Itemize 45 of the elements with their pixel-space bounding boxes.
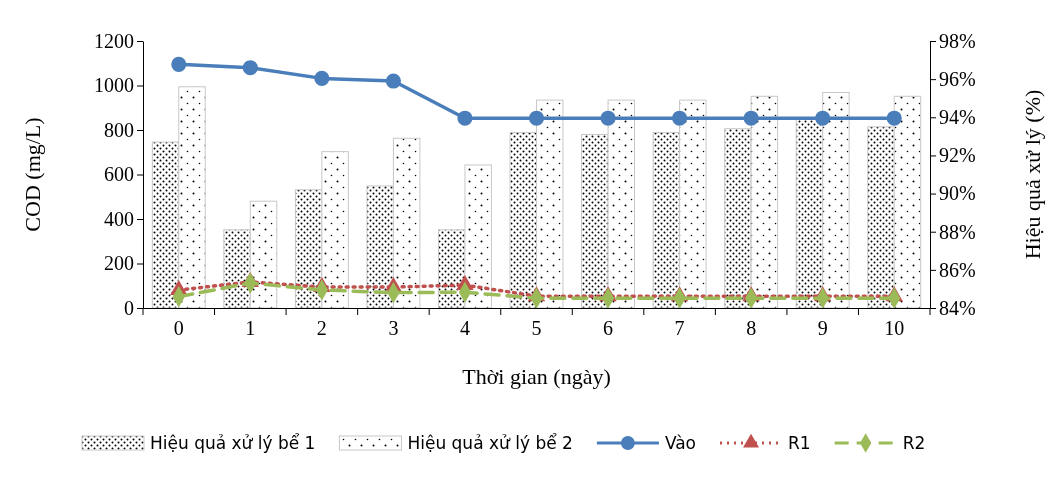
x-tick-label: 10 xyxy=(884,317,905,339)
legend-label: R1 xyxy=(788,433,811,453)
y-tick-label: 200 xyxy=(104,252,134,275)
point xyxy=(886,110,902,126)
point xyxy=(672,110,688,126)
legend-label: Hiệu quả xử lý bể 1 xyxy=(150,433,316,453)
y2-tick-label: 88% xyxy=(939,220,976,243)
x-tick-label: 6 xyxy=(603,317,614,339)
x-tick-label: 0 xyxy=(173,317,184,339)
x-tick-label: 1 xyxy=(245,317,256,339)
x-tick-label: 9 xyxy=(817,317,828,339)
point xyxy=(171,56,187,72)
y-axis-title: COD (mg/L) xyxy=(20,117,45,232)
x-tick-label: 8 xyxy=(746,317,757,339)
y-tick-label: 0 xyxy=(124,296,134,319)
y-tick-label: 800 xyxy=(104,118,134,141)
x-tick-label: 7 xyxy=(674,317,685,339)
y2-axis-title: Hiệu quả xử lý (%) xyxy=(1020,89,1045,260)
y-tick-label: 1200 xyxy=(94,29,134,52)
x-tick-label: 2 xyxy=(316,317,327,339)
x-axis-title: Thời gian (ngày) xyxy=(462,364,611,389)
y-tick-label: 600 xyxy=(104,163,134,186)
y2-tick-label: 86% xyxy=(939,258,976,281)
legend-label: Vào xyxy=(664,433,697,453)
point xyxy=(528,110,545,126)
legend-label: R2 xyxy=(902,433,926,453)
x-tick-label: 5 xyxy=(531,317,542,339)
y2-tick-label: 84% xyxy=(939,296,976,319)
x-tick-label: 3 xyxy=(388,317,399,339)
point xyxy=(242,60,258,76)
point xyxy=(385,73,401,89)
point xyxy=(600,110,616,126)
point xyxy=(457,110,473,126)
y2-tick-label: 96% xyxy=(939,68,976,91)
y-tick-label: 400 xyxy=(104,207,134,230)
y2-tick-label: 94% xyxy=(939,106,976,129)
point xyxy=(743,110,759,126)
y2-tick-label: 90% xyxy=(939,182,976,205)
legend-label: Hiệu quả xử lý bể 2 xyxy=(407,433,573,453)
y2-tick-label: 92% xyxy=(939,144,976,167)
y-tick-label: 1000 xyxy=(94,74,134,97)
point xyxy=(314,70,330,86)
point xyxy=(815,110,831,126)
y2-tick-label: 98% xyxy=(939,29,976,52)
x-tick-label: 4 xyxy=(459,317,470,339)
